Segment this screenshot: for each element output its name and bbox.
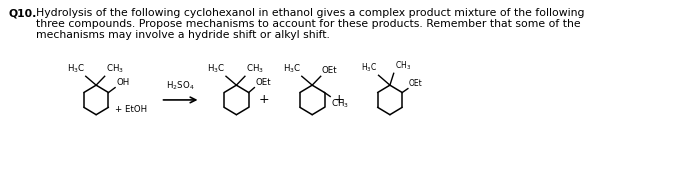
Text: H$_3$C: H$_3$C: [66, 63, 85, 75]
Text: CH$_3$: CH$_3$: [395, 60, 411, 72]
Text: OEt: OEt: [256, 78, 271, 87]
Text: + EtOH: + EtOH: [115, 105, 147, 114]
Text: +: +: [334, 93, 344, 106]
Text: OH: OH: [116, 78, 130, 87]
Text: H$_3$C: H$_3$C: [206, 63, 225, 75]
Text: +: +: [258, 93, 269, 106]
Text: CH$_3$: CH$_3$: [246, 63, 264, 75]
Text: Q10.: Q10.: [9, 8, 37, 18]
Text: H$_2$SO$_4$: H$_2$SO$_4$: [167, 80, 195, 92]
Text: H$_3$C: H$_3$C: [361, 62, 377, 74]
Text: H$_3$C: H$_3$C: [283, 63, 301, 75]
Text: Hydrolysis of the following cyclohexanol in ethanol gives a complex product mixt: Hydrolysis of the following cyclohexanol…: [36, 8, 584, 18]
Text: three compounds. Propose mechanisms to account for these products. Remember that: three compounds. Propose mechanisms to a…: [36, 19, 580, 29]
Text: CH$_3$: CH$_3$: [106, 63, 123, 75]
Text: mechanisms may involve a hydride shift or alkyl shift.: mechanisms may involve a hydride shift o…: [36, 30, 330, 40]
Text: OEt: OEt: [322, 66, 337, 75]
Text: CH$_3$: CH$_3$: [331, 97, 349, 110]
Text: OEt: OEt: [409, 79, 423, 88]
